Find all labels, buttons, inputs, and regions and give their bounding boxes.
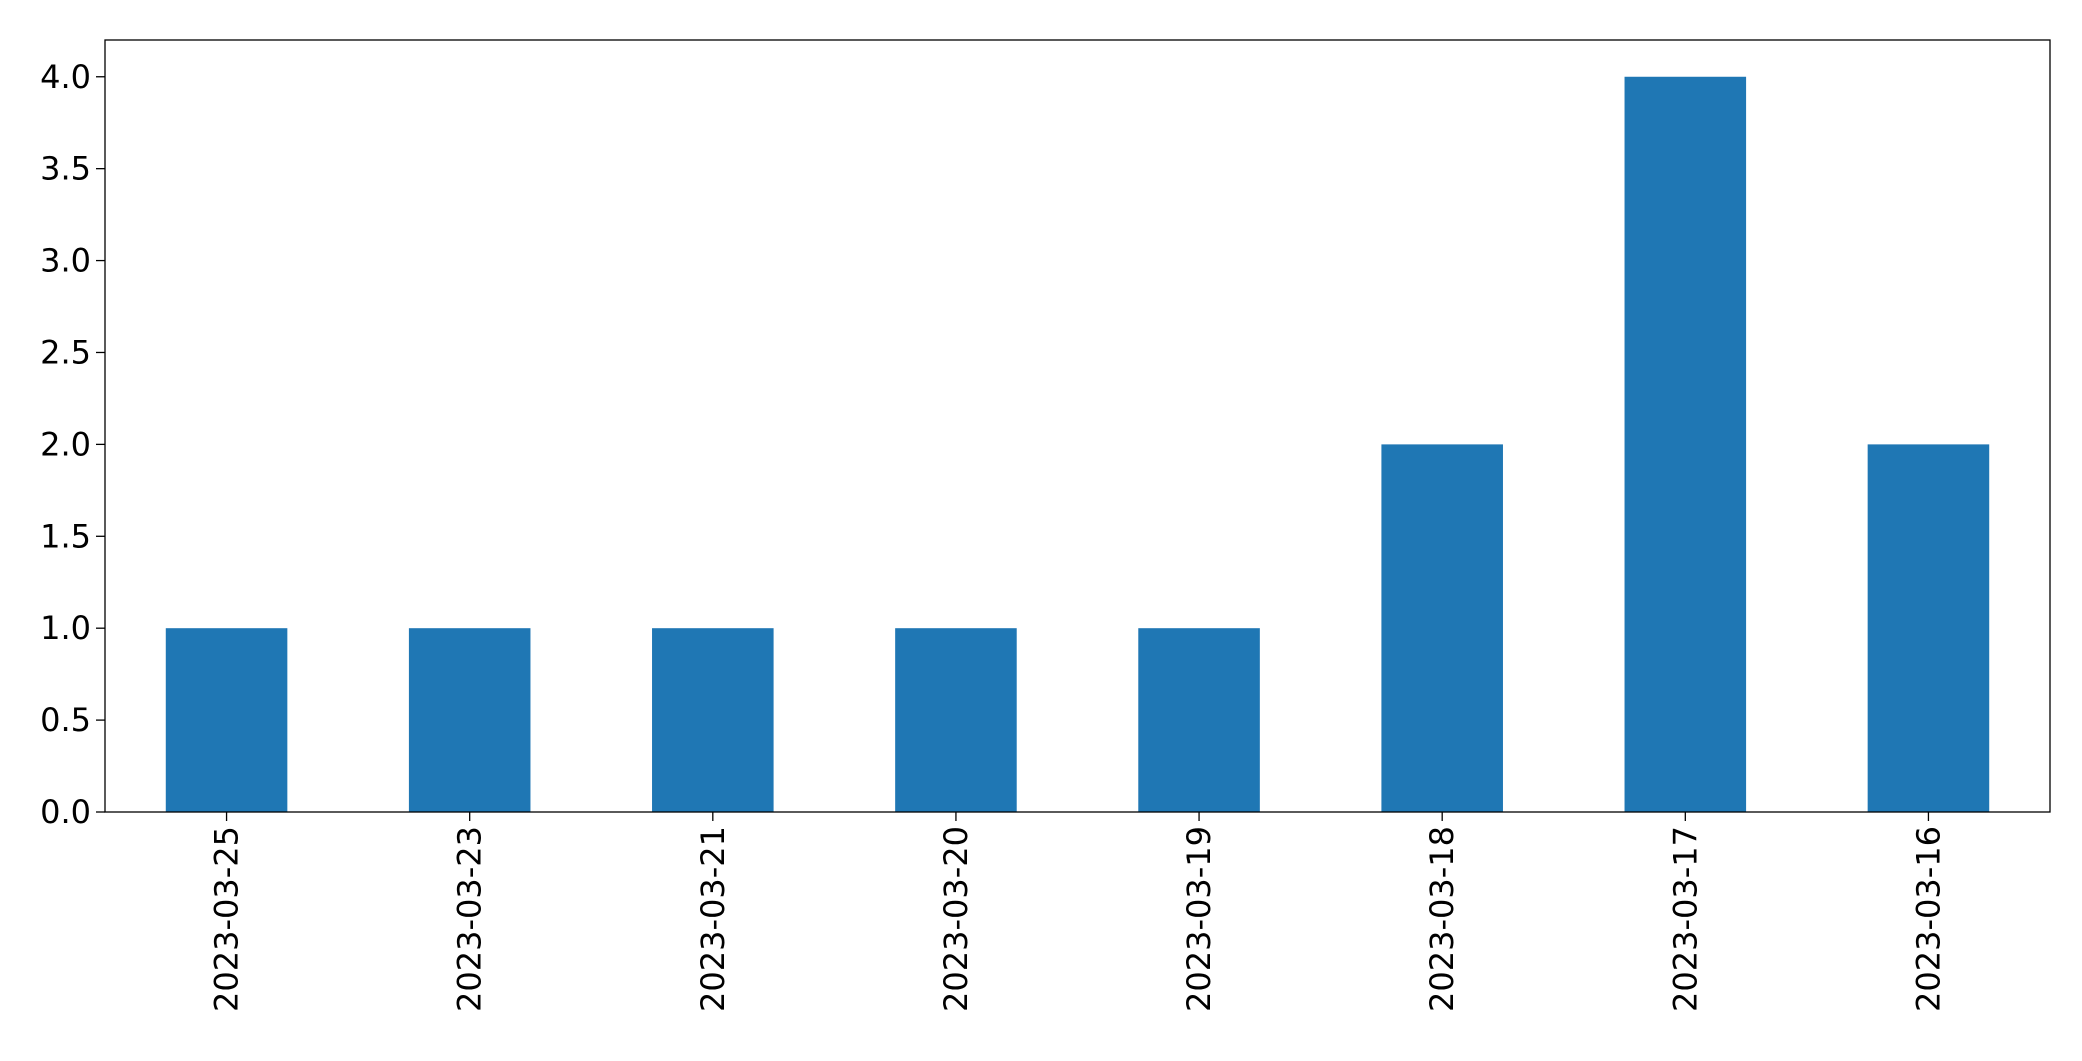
plot-frame — [104, 39, 2051, 813]
bar-2023-03-23 — [408, 628, 531, 812]
bar-2023-03-17 — [1624, 76, 1747, 812]
x-axis: 2023-03-25 2023-03-23 2023-03-21 2023-03-20… — [208, 812, 1947, 1012]
y-tick-label: 3.5 — [40, 150, 91, 188]
bar-2023-03-25 — [165, 628, 288, 812]
x-tick-label: 2023-03-18 — [1423, 826, 1461, 1012]
x-tick-label: 2023-03-17 — [1666, 826, 1704, 1012]
x-tick-label: 2023-03-19 — [1180, 826, 1218, 1012]
y-tick-label: 1.0 — [40, 609, 91, 647]
bar-2023-03-18 — [1381, 444, 1503, 812]
y-tick-label: 3.0 — [40, 242, 91, 280]
x-tick-label: 2023-03-25 — [208, 826, 246, 1012]
bar-2023-03-19 — [1138, 628, 1260, 812]
y-tick-label: 4.0 — [40, 58, 91, 96]
x-tick-label: 2023-03-23 — [451, 826, 489, 1012]
bar-2023-03-20 — [895, 628, 1017, 812]
y-axis: 0.0 0.5 1.0 1.5 2.0 2.5 3.0 3.5 4.0 — [40, 58, 105, 831]
bar-2023-03-21 — [652, 628, 774, 812]
y-tick-label: 2.5 — [40, 333, 91, 371]
y-tick-label: 0.0 — [40, 793, 91, 831]
y-tick-label: 1.5 — [40, 517, 91, 555]
x-tick-label: 2023-03-16 — [1909, 826, 1947, 1012]
bar-2023-03-16 — [1867, 444, 1990, 812]
x-tick-label: 2023-03-20 — [937, 826, 975, 1012]
bars — [165, 76, 1990, 812]
y-tick-label: 2.0 — [40, 425, 91, 463]
x-tick-label: 2023-03-21 — [694, 826, 732, 1012]
y-tick-label: 0.5 — [40, 701, 91, 739]
